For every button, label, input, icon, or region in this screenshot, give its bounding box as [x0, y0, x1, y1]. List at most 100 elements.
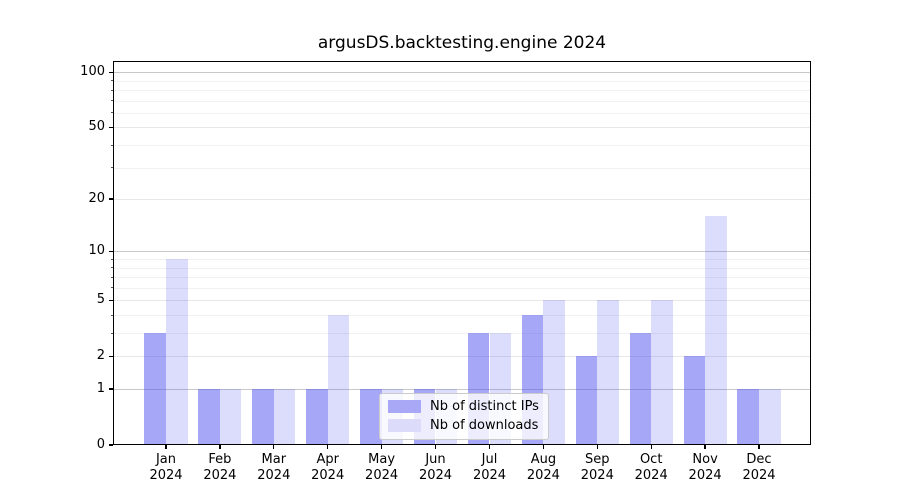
x-tick-year: 2024	[257, 467, 291, 483]
y-minor-tick	[110, 314, 113, 316]
y-tick	[109, 444, 113, 446]
x-tick-month: May	[368, 452, 396, 467]
bar-distinct-ips	[360, 389, 382, 445]
y-tick	[109, 299, 113, 301]
x-tick-label: Oct 2024	[619, 452, 683, 483]
gridline	[113, 127, 811, 129]
gridline-minor	[113, 145, 811, 146]
gridline-major	[113, 72, 811, 74]
y-tick-label: 2	[96, 348, 105, 364]
y-minor-tick	[110, 267, 113, 268]
bar-downloads	[327, 315, 350, 445]
bar-distinct-ips	[198, 389, 220, 445]
y-minor-tick	[110, 276, 113, 278]
x-tick-year: 2024	[311, 467, 345, 483]
gridline-minor	[113, 333, 811, 334]
legend-item-downloads: Nb of downloads	[388, 418, 539, 433]
x-tick-month: Dec	[746, 452, 772, 467]
gridline	[113, 199, 811, 201]
x-tick	[273, 445, 275, 449]
bar-distinct-ips	[144, 333, 166, 445]
x-tick-year: 2024	[472, 467, 507, 483]
bar-distinct-ips	[252, 389, 274, 445]
gridline	[113, 300, 811, 302]
x-tick-year: 2024	[149, 467, 183, 483]
gridline-minor	[113, 167, 811, 169]
x-tick-month: Feb	[208, 452, 232, 467]
y-tick	[109, 71, 113, 73]
gridline-minor	[113, 259, 811, 260]
x-tick-label: Apr 2024	[296, 452, 360, 483]
x-tick	[380, 445, 383, 449]
x-tick-year: 2024	[203, 467, 237, 483]
gridline-minor	[113, 315, 811, 316]
gridline-major	[113, 251, 811, 253]
x-tick-label: Feb 2024	[188, 452, 252, 483]
gridline-minor	[113, 90, 811, 91]
x-tick-month: Sep	[585, 452, 610, 467]
x-tick	[596, 445, 598, 449]
bar-distinct-ips	[629, 333, 652, 445]
x-tick	[704, 445, 706, 449]
x-tick-month: Oct	[639, 452, 663, 467]
y-minor-tick	[110, 112, 113, 114]
y-tick-label: 5	[96, 292, 105, 308]
y-minor-tick	[110, 287, 113, 289]
bar-distinct-ips	[737, 389, 759, 445]
bar-distinct-ips	[683, 356, 706, 445]
legend: Nb of distinct IPs Nb of downloads	[379, 393, 549, 440]
gridline	[113, 356, 811, 358]
x-tick-label: May 2024	[350, 452, 414, 483]
x-tick-year: 2024	[634, 467, 668, 483]
x-tick	[758, 445, 760, 449]
y-minor-tick	[110, 332, 113, 334]
y-tick	[109, 388, 113, 390]
x-tick-year: 2024	[580, 467, 614, 483]
x-tick-label: Dec 2024	[727, 452, 791, 483]
y-minor-tick	[110, 258, 113, 260]
x-tick-year: 2024	[365, 467, 399, 483]
x-tick-label: Sep 2024	[565, 452, 629, 483]
legend-label-distinct-ips: Nb of distinct IPs	[430, 399, 539, 414]
y-minor-tick	[110, 100, 113, 102]
y-tick-label: 0	[96, 437, 105, 452]
y-tick-label: 1	[96, 381, 105, 396]
y-tick-label: 20	[88, 191, 105, 207]
x-tick	[542, 445, 545, 449]
bar-downloads	[597, 300, 619, 445]
legend-swatch-downloads	[388, 419, 421, 432]
legend-swatch-distinct-ips	[388, 400, 421, 413]
legend-item-distinct-ips: Nb of distinct IPs	[388, 399, 539, 414]
x-tick-label: Nov 2024	[673, 452, 737, 483]
plot-area: 0 1 2 5 10 20 50 100 Jan 2024 Feb 2024 Mar 2024 Apr 202…	[80, 61, 811, 483]
bar-distinct-ips	[575, 356, 598, 445]
y-tick	[109, 355, 113, 357]
gridline-major	[113, 389, 811, 390]
x-tick-label: Jan 2024	[134, 452, 198, 483]
gridline-minor	[113, 80, 811, 82]
x-tick-month: Apr	[316, 452, 339, 467]
x-tick-month: Jan	[155, 452, 177, 467]
x-tick-month: Aug	[530, 452, 557, 467]
gridline-minor	[113, 287, 811, 289]
y-minor-tick	[110, 80, 113, 82]
x-tick	[327, 445, 329, 449]
x-tick-year: 2024	[418, 467, 453, 483]
x-tick	[165, 445, 167, 449]
bar-distinct-ips	[306, 389, 328, 445]
gridline-minor	[113, 112, 811, 114]
x-tick	[488, 445, 491, 449]
x-tick-label: Mar 2024	[242, 452, 306, 483]
y-tick	[109, 198, 113, 200]
x-tick-month: Jul	[481, 452, 498, 467]
x-tick-month: Jun	[425, 452, 446, 467]
x-tick-month: Nov	[692, 452, 718, 467]
y-minor-tick	[110, 89, 113, 91]
x-tick	[434, 445, 437, 449]
legend-label-downloads: Nb of downloads	[430, 418, 539, 433]
y-minor-tick	[110, 144, 113, 146]
x-tick-year: 2024	[742, 467, 776, 483]
chart-title: argusDS.backtesting.engine 2024	[317, 33, 607, 53]
bar-downloads	[705, 216, 727, 445]
